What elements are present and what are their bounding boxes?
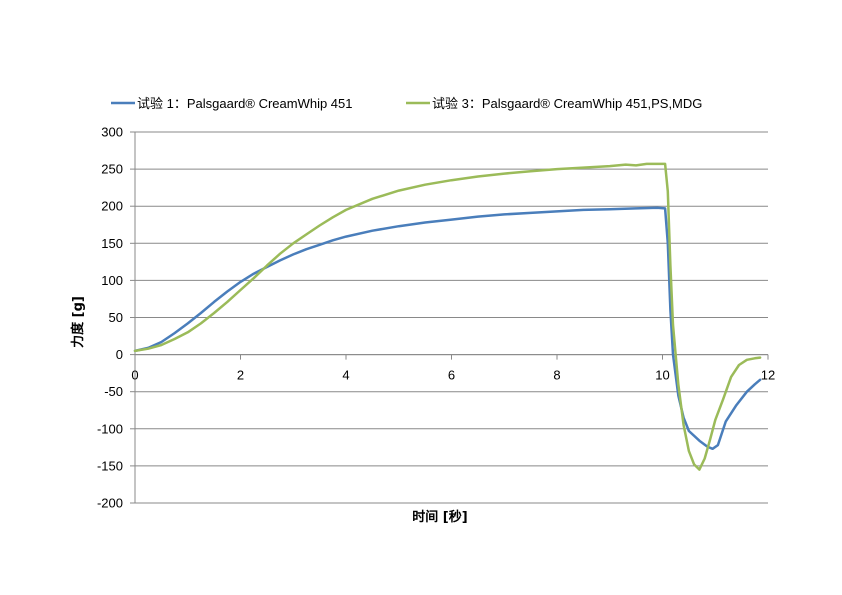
y-tick-label: 250 <box>101 162 123 177</box>
y-tick-label: -200 <box>97 496 123 511</box>
x-tick-labels: 0 2 4 6 8 10 12 <box>131 368 775 383</box>
y-tick-label: 50 <box>109 310 123 325</box>
x-tick-label: 2 <box>237 368 244 383</box>
legend: 试验 1：Palsgaard® CreamWhip 451 试验 3：Palsga… <box>111 96 702 111</box>
y-tick-label: 300 <box>101 125 123 140</box>
x-tick-label: 8 <box>553 368 560 383</box>
legend-label-2: 试验 3：Palsgaard® CreamWhip 451,PS,MDG <box>432 96 702 111</box>
y-tick-label: 100 <box>101 273 123 288</box>
y-tick-label: 150 <box>101 236 123 251</box>
x-axis-title: 时间 [秒] <box>412 509 467 525</box>
series-lines <box>133 162 762 471</box>
y-tick-label: -50 <box>104 384 123 399</box>
x-tick-label: 4 <box>342 368 349 383</box>
series-line-2 <box>133 162 762 471</box>
series-line-1 <box>133 206 762 451</box>
x-tick-label: 0 <box>131 368 138 383</box>
x-tick-label: 6 <box>448 368 455 383</box>
axes <box>130 131 769 504</box>
y-tick-label: -100 <box>97 421 123 436</box>
x-tick-label: 12 <box>761 368 775 383</box>
y-tick-labels: -200 -150 -100 -50 0 50 100 150 200 250 300 <box>97 125 123 511</box>
y-tick-label: 0 <box>116 347 123 362</box>
y-axis-title: 力度 [g] <box>70 296 86 348</box>
gridlines <box>135 131 768 504</box>
y-tick-label: 200 <box>101 199 123 214</box>
x-tick-label: 10 <box>655 368 669 383</box>
y-tick-label: -150 <box>97 458 123 473</box>
legend-label-1: 试验 1：Palsgaard® CreamWhip 451 <box>137 96 353 111</box>
